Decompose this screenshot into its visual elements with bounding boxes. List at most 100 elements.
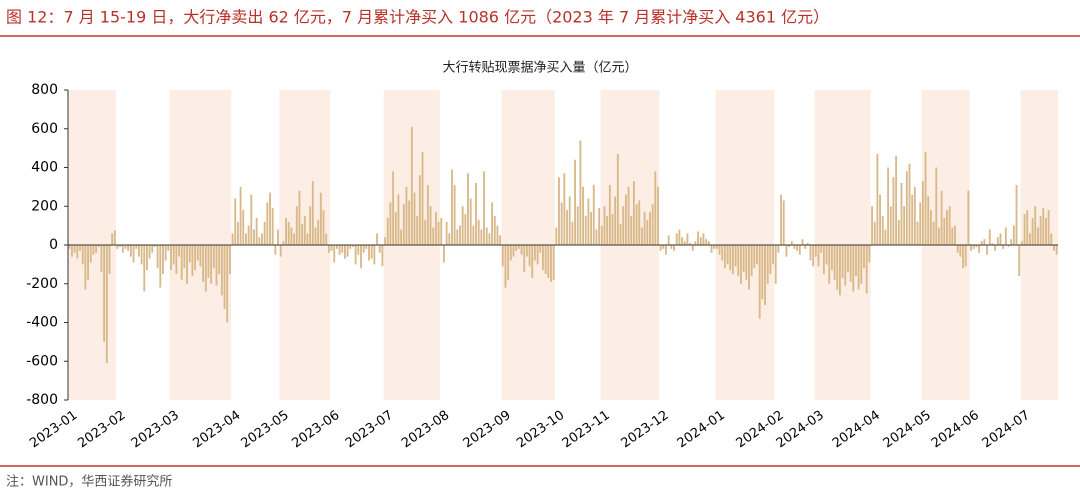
bar bbox=[1020, 241, 1023, 245]
bar bbox=[170, 245, 172, 271]
bar bbox=[964, 245, 967, 267]
x-tick-label: 2024-06 bbox=[929, 408, 982, 451]
bar bbox=[287, 221, 290, 245]
x-tick-label: 2024-04 bbox=[830, 408, 883, 451]
bar bbox=[151, 245, 154, 253]
bar bbox=[499, 235, 502, 245]
bar bbox=[857, 245, 860, 290]
bar bbox=[817, 245, 820, 267]
bar bbox=[988, 229, 991, 245]
y-tick-label: 800 bbox=[31, 82, 58, 98]
bar bbox=[956, 245, 959, 253]
bar bbox=[362, 245, 365, 253]
bar bbox=[927, 196, 930, 245]
bar bbox=[761, 245, 764, 300]
bar bbox=[528, 245, 531, 267]
bar bbox=[670, 245, 673, 249]
bar bbox=[713, 245, 716, 249]
x-tick-label: 2023-04 bbox=[190, 408, 243, 451]
bar bbox=[726, 245, 729, 265]
bar bbox=[638, 200, 641, 245]
bar bbox=[360, 245, 362, 269]
y-tick-label: 400 bbox=[31, 160, 58, 176]
bar bbox=[632, 181, 635, 245]
bar bbox=[635, 204, 638, 245]
bar bbox=[657, 186, 659, 245]
bar bbox=[699, 237, 702, 245]
bar bbox=[424, 219, 427, 245]
bar bbox=[293, 233, 296, 245]
y-tick-label: -600 bbox=[26, 353, 58, 369]
bar bbox=[440, 217, 443, 245]
bar bbox=[1028, 233, 1031, 245]
bar bbox=[646, 219, 649, 245]
bar bbox=[202, 245, 205, 282]
bar bbox=[1047, 210, 1050, 245]
bar bbox=[913, 186, 916, 245]
chart-title: 大行转贴现票据净买入量（亿元） bbox=[442, 61, 637, 76]
bar bbox=[820, 245, 823, 253]
bar bbox=[338, 245, 341, 255]
bar bbox=[271, 208, 274, 245]
x-tick-label: 2023-12 bbox=[619, 408, 672, 451]
bar bbox=[445, 221, 448, 245]
bar bbox=[250, 194, 253, 245]
bar bbox=[496, 225, 499, 245]
bar bbox=[1004, 227, 1007, 245]
bar bbox=[477, 219, 480, 245]
bar bbox=[255, 217, 258, 245]
bar bbox=[571, 221, 574, 245]
bar bbox=[715, 245, 718, 249]
bar bbox=[145, 245, 148, 271]
bar bbox=[370, 245, 373, 259]
bar bbox=[873, 221, 876, 245]
bar bbox=[461, 206, 464, 245]
bar bbox=[689, 243, 692, 245]
bar bbox=[451, 169, 453, 245]
bar bbox=[207, 245, 210, 278]
y-tick-label: 200 bbox=[31, 198, 58, 214]
y-tick-label: -800 bbox=[26, 392, 58, 408]
bar bbox=[651, 204, 654, 245]
bar bbox=[418, 175, 421, 245]
y-tick-label: 0 bbox=[49, 237, 58, 253]
bar bbox=[263, 221, 266, 245]
x-tick-label: 2023-10 bbox=[514, 408, 567, 451]
bar bbox=[667, 235, 670, 245]
x-tick-label: 2023-09 bbox=[461, 408, 514, 451]
bar bbox=[352, 245, 354, 247]
bar bbox=[368, 245, 370, 261]
bar bbox=[782, 200, 785, 245]
bar bbox=[247, 225, 250, 245]
bar bbox=[649, 212, 651, 245]
bar bbox=[186, 245, 189, 284]
bar bbox=[520, 245, 523, 255]
bar bbox=[822, 245, 825, 275]
bar bbox=[729, 245, 732, 271]
bar bbox=[180, 245, 183, 280]
bar bbox=[804, 245, 807, 249]
bar bbox=[673, 245, 675, 251]
bar bbox=[707, 241, 710, 245]
bar bbox=[836, 245, 839, 290]
bar bbox=[236, 221, 239, 245]
bar bbox=[373, 245, 376, 265]
bar bbox=[397, 194, 400, 245]
bar bbox=[916, 221, 919, 245]
bar bbox=[860, 245, 863, 284]
bar bbox=[745, 245, 748, 280]
bar bbox=[295, 206, 298, 245]
bar bbox=[814, 245, 817, 257]
bar bbox=[758, 245, 761, 319]
bar bbox=[135, 245, 138, 249]
bar bbox=[437, 221, 440, 245]
x-tick-label: 2023-03 bbox=[129, 408, 182, 451]
bar bbox=[785, 245, 788, 257]
bar bbox=[164, 245, 167, 261]
bar bbox=[1050, 233, 1053, 245]
bar bbox=[978, 245, 981, 253]
bar bbox=[242, 210, 245, 245]
bar bbox=[764, 245, 766, 306]
bar bbox=[290, 227, 293, 245]
